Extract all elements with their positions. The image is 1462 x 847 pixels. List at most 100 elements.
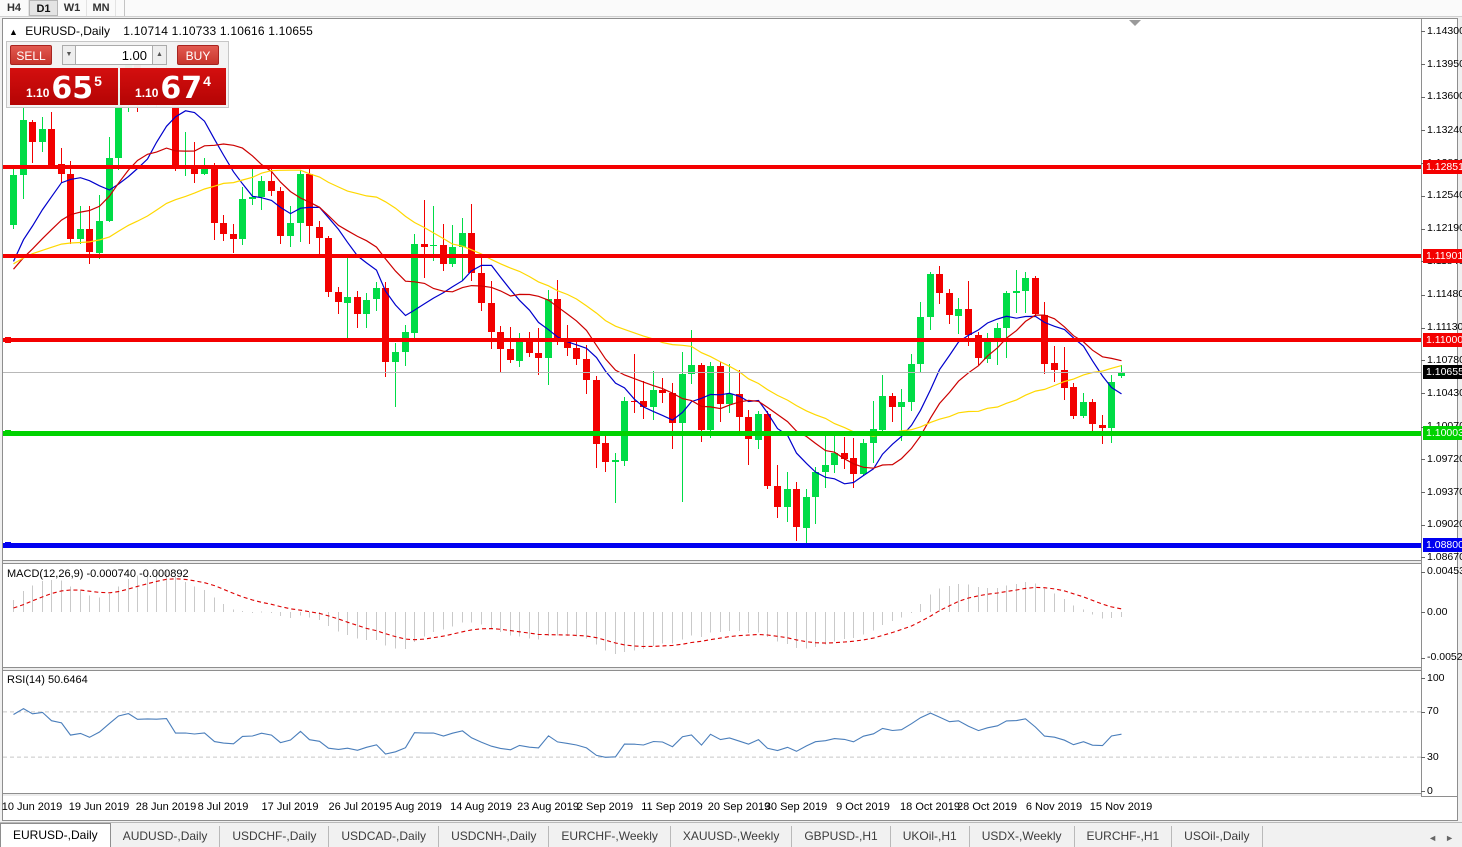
date-label: 17 Jul 2019 xyxy=(261,801,319,813)
chart-tab-eurusd-daily[interactable]: EURUSD-,Daily xyxy=(0,823,111,847)
panel-separator[interactable] xyxy=(3,667,1457,671)
timeframe-toolbar: H4 D1 W1 MN xyxy=(0,0,1462,17)
date-label: 5 Aug 2019 xyxy=(386,801,442,813)
axis-tick xyxy=(1421,557,1425,558)
price-level-badge: 1.12851 xyxy=(1423,160,1462,174)
macd-tick-label: 0.004536 xyxy=(1427,565,1462,577)
tab-scroll-right-icon[interactable]: ► xyxy=(1445,833,1454,843)
chart-tab-gbpusd-h1[interactable]: GBPUSD-,H1 xyxy=(792,826,891,847)
chart-tab-eurchf-h1[interactable]: EURCHF-,H1 xyxy=(1075,826,1173,847)
price-level-badge: 1.11901 xyxy=(1423,249,1462,263)
price-tick-label: 1.12190 xyxy=(1427,222,1462,234)
chart-tab-usdcad-daily[interactable]: USDCAD-,Daily xyxy=(329,826,440,847)
axis-tick xyxy=(1421,678,1425,679)
date-label: 26 Jul 2019 xyxy=(328,801,386,813)
date-label: 23 Aug 2019 xyxy=(517,801,579,813)
macd-tick-label: 0.00 xyxy=(1427,606,1448,618)
chart-tab-usdchf-daily[interactable]: USDCHF-,Daily xyxy=(220,826,330,847)
horizontal-level-line[interactable] xyxy=(3,543,1421,548)
tab-scroll-left-icon[interactable]: ◄ xyxy=(1428,833,1438,843)
date-label: 10 Jun 2019 xyxy=(1,801,63,813)
horizontal-level-line[interactable] xyxy=(3,431,1421,436)
price-tick-label: 1.13950 xyxy=(1427,58,1462,70)
bid-pip-digit: 5 xyxy=(94,73,102,89)
level-line-anchor[interactable] xyxy=(5,542,11,548)
spin-down-icon: ▼ xyxy=(65,51,73,58)
chart-tab-xauusd-weekly[interactable]: XAUUSD-,Weekly xyxy=(671,826,793,847)
ask-prefix: 1.10 xyxy=(135,86,159,100)
volume-decrease-button[interactable]: ▼ xyxy=(62,45,76,65)
price-level-badge: 1.11000 xyxy=(1423,333,1462,347)
rsi-line xyxy=(13,707,1122,758)
price-tick-label: 1.11480 xyxy=(1427,288,1462,300)
date-label: 20 Sep 2019 xyxy=(707,801,771,813)
timeframe-button-w1[interactable]: W1 xyxy=(58,0,87,16)
axis-divider xyxy=(1421,19,1422,796)
rsi-label: RSI(14) 50.6464 xyxy=(7,674,88,686)
horizontal-level-line[interactable] xyxy=(3,338,1421,342)
volume-increase-button[interactable]: ▲ xyxy=(153,45,167,65)
volume-input[interactable] xyxy=(76,45,153,65)
price-tick-label: 1.13600 xyxy=(1427,90,1462,102)
level-lines-layer xyxy=(3,165,1421,548)
ma-line-30[interactable] xyxy=(13,169,1122,437)
panel-separator[interactable] xyxy=(3,560,1457,564)
timeframe-button-mn[interactable]: MN xyxy=(87,0,116,16)
chart-tab-audusd-daily[interactable]: AUDUSD-,Daily xyxy=(111,826,221,847)
axis-tick xyxy=(1421,712,1425,713)
axis-tick xyxy=(1421,459,1425,460)
axis-tick xyxy=(1421,612,1425,613)
chart-shift-marker-icon[interactable] xyxy=(1129,20,1141,26)
axis-tick xyxy=(1421,229,1425,230)
chart-tab-bar: EURUSD-,Daily AUDUSD-,Daily USDCHF-,Daily U… xyxy=(0,822,1462,847)
rsi-tick-label: 70 xyxy=(1427,705,1439,717)
chart-tab-usoil-daily[interactable]: USOil-,Daily xyxy=(1172,826,1263,847)
axis-tick xyxy=(1421,31,1425,32)
timeframe-button-d1[interactable]: D1 xyxy=(29,0,58,16)
spin-up-icon: ▲ xyxy=(156,51,163,58)
price-chart-canvas[interactable] xyxy=(3,19,1421,560)
current-price-line xyxy=(3,372,1421,373)
date-label: 14 Aug 2019 xyxy=(450,801,512,813)
ask-big-digits: 67 xyxy=(160,71,203,106)
axis-tick xyxy=(1421,130,1425,131)
macd-label: MACD(12,26,9) -0.000740 -0.000892 xyxy=(7,568,189,580)
ma-line-14[interactable] xyxy=(13,143,1122,469)
timeframe-button-h4[interactable]: H4 xyxy=(0,0,29,16)
rsi-chart-canvas[interactable] xyxy=(3,671,1421,793)
chart-tab-usdx-weekly[interactable]: USDX-,Weekly xyxy=(970,826,1075,847)
sell-button[interactable]: SELL xyxy=(10,45,52,65)
bid-prefix: 1.10 xyxy=(26,86,50,100)
bid-price-button[interactable]: 1.10 65 5 xyxy=(10,68,118,105)
date-label: 8 Jul 2019 xyxy=(197,801,249,813)
macd-chart-canvas[interactable] xyxy=(3,565,1421,667)
buy-button[interactable]: BUY xyxy=(177,45,219,65)
horizontal-level-line[interactable] xyxy=(3,254,1421,258)
chart-window: 10 Jun 2019 19 Jun 2019 28 Jun 2019 8 Jul 2… xyxy=(1,18,1462,821)
chart-tab-ukoil-h1[interactable]: UKOil-,H1 xyxy=(891,826,970,847)
price-tick-label: 1.09720 xyxy=(1427,453,1462,465)
ask-price-button[interactable]: 1.10 67 4 xyxy=(120,68,226,105)
date-label: 2 Sep 2019 xyxy=(576,801,634,813)
price-tick-label: 1.12540 xyxy=(1427,189,1462,201)
level-line-anchor[interactable] xyxy=(5,337,11,343)
ask-pip-digit: 4 xyxy=(203,73,211,89)
chart-tab-eurchf-weekly[interactable]: EURCHF-,Weekly xyxy=(549,826,671,847)
price-tick-label: 1.13240 xyxy=(1427,124,1462,136)
date-label: 19 Jun 2019 xyxy=(68,801,130,813)
chart-expand-icon[interactable]: ▲ xyxy=(9,27,18,37)
price-tick-label: 1.10780 xyxy=(1427,354,1462,366)
price-tick-label: 1.09370 xyxy=(1427,486,1462,498)
chart-tab-usdcnh-daily[interactable]: USDCNH-,Daily xyxy=(439,826,550,847)
macd-signal-line xyxy=(13,578,1122,648)
horizontal-level-line[interactable] xyxy=(3,165,1421,169)
date-label: 28 Jun 2019 xyxy=(135,801,197,813)
axis-tick xyxy=(1421,295,1425,296)
level-line-anchor[interactable] xyxy=(5,430,11,436)
price-axis[interactable]: 1.143001.139501.136001.132401.128901.125… xyxy=(1421,19,1462,797)
price-level-badge: 1.08800 xyxy=(1423,538,1462,552)
bid-big-digits: 65 xyxy=(51,71,94,106)
date-label: 18 Oct 2019 xyxy=(900,801,960,813)
date-axis[interactable]: 10 Jun 2019 19 Jun 2019 28 Jun 2019 8 Jul 2… xyxy=(1,796,1421,820)
